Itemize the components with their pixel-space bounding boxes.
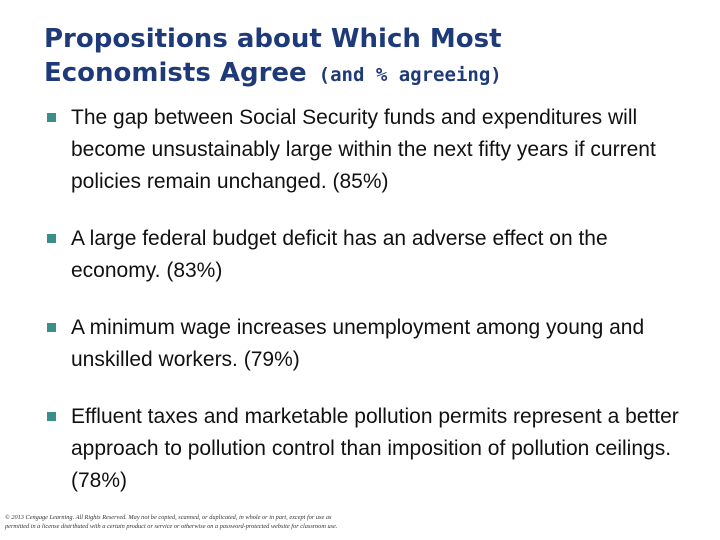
title-line-2: Economists Agree (and % agreeing) <box>44 56 684 92</box>
title-line-1: Propositions about Which Most <box>44 24 502 54</box>
square-bullet-icon <box>47 323 56 332</box>
copyright-line-1: © 2013 Cengage Learning. All Rights Rese… <box>5 514 332 521</box>
title-suffix: (and % agreeing) <box>318 64 502 86</box>
bullet-item: Effluent taxes and marketable pollution … <box>44 401 684 497</box>
slide-title: Propositions about Which Most Economists… <box>44 22 684 92</box>
bullet-text: Effluent taxes and marketable pollution … <box>71 405 679 492</box>
bullet-item: A large federal budget deficit has an ad… <box>44 223 684 287</box>
title-line-2-text: Economists Agree <box>44 58 307 88</box>
bullet-item: The gap between Social Security funds an… <box>44 102 684 198</box>
bullet-text: A minimum wage increases unemployment am… <box>71 316 645 371</box>
square-bullet-icon <box>47 113 56 122</box>
square-bullet-icon <box>47 234 56 243</box>
copyright-notice: © 2013 Cengage Learning. All Rights Rese… <box>5 513 445 531</box>
bullet-list: The gap between Social Security funds an… <box>44 102 684 522</box>
bullet-item: A minimum wage increases unemployment am… <box>44 312 684 376</box>
square-bullet-icon <box>47 412 56 421</box>
copyright-line-2: permitted in a license distributed with … <box>5 523 338 530</box>
bullet-text: The gap between Social Security funds an… <box>71 106 656 193</box>
bullet-text: A large federal budget deficit has an ad… <box>71 227 608 282</box>
